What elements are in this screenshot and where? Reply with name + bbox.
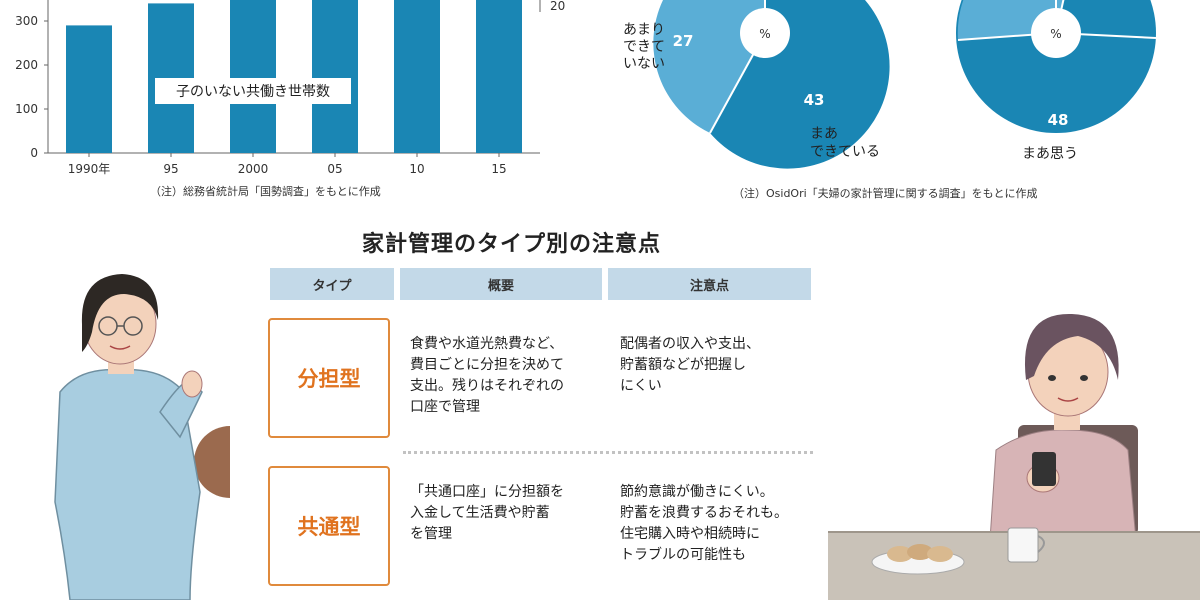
pie2-center-label: % xyxy=(1050,27,1061,41)
pie2-label-bottom: まあ思う xyxy=(1022,146,1078,162)
x-tick-label: 95 xyxy=(163,162,178,176)
pie1-value-43: 43 xyxy=(804,91,825,109)
row1-summary: 食費や水道光熱費など、 費目ごとに分担を決めて 支出。残りはそれぞれの 口座で管… xyxy=(410,336,564,415)
woman-phone-illustration xyxy=(828,313,1200,600)
y-tick-label: 0 xyxy=(30,146,38,160)
header-type: タイプ xyxy=(270,268,394,300)
bar-3 xyxy=(312,0,358,154)
series-label: 子のいない共働き世帯数 xyxy=(176,84,330,100)
pie1: % 27 43 xyxy=(653,0,890,169)
y-tick-label: 300 xyxy=(15,14,38,28)
bar-2 xyxy=(230,0,276,154)
bar-5 xyxy=(476,0,522,154)
x-tick-label: 1990年 xyxy=(68,162,111,176)
pie2-value-48: 48 xyxy=(1048,111,1069,129)
table-title: 家計管理のタイプ別の注意点 xyxy=(362,232,662,257)
pie2-center xyxy=(1031,8,1081,58)
pie-charts-svg: % 27 43 % 48 xyxy=(653,0,1157,169)
pie2: % 48 xyxy=(956,0,1157,133)
row-divider xyxy=(403,451,813,454)
bar-0 xyxy=(66,25,112,153)
pie1-label-bottom: まあ できている xyxy=(810,126,880,160)
bar-chart-svg: 0 100 200 300 1990年 95 2000 05 10 15 20 子のいない共働き世帯数 xyxy=(15,0,565,176)
bar-chart-note: （注）総務省統計局「国勢調査」をもとに作成 xyxy=(150,185,381,198)
header-caution: 注意点 xyxy=(608,268,811,300)
row2-summary: 「共通口座」に分担額を 入金して生活費や貯蓄 を管理 xyxy=(410,484,564,542)
x-tick-label: 05 xyxy=(327,162,342,176)
pie1-slice-27 xyxy=(653,0,765,133)
pie1-center-label: % xyxy=(759,27,770,41)
series-label-box xyxy=(155,78,351,104)
row1-caution: 配偶者の収入や支出、 貯蓄額などが把握し にくい xyxy=(620,336,760,394)
y-tick-label: 200 xyxy=(15,58,38,72)
pie1-slice-43 xyxy=(710,0,890,169)
type-box-common: 共通型 xyxy=(268,466,390,586)
pie1-center xyxy=(740,8,790,58)
bar-chart: 0 100 200 300 1990年 95 2000 05 10 15 20 子のいない共働き世帯数 xyxy=(0,0,580,200)
pie1-label-left: あまり できて いない xyxy=(623,22,665,72)
y-tick-label: 100 xyxy=(15,102,38,116)
bar-4 xyxy=(394,0,440,154)
row2-caution: 節約意識が働きにくい。 貯蓄を浪費するおそれも。 住宅購入時や相続時に トラブル… xyxy=(620,484,788,563)
woman-pointing-illustration xyxy=(54,274,230,600)
pie1-value-27: 27 xyxy=(673,32,694,50)
x-tick-label: 2000 xyxy=(238,162,269,176)
type-box-shared: 分担型 xyxy=(268,318,390,438)
x-tick-label: 10 xyxy=(409,162,424,176)
pie-charts: % 27 43 % 48 xyxy=(580,0,1200,200)
right-axis-label: 20 xyxy=(550,0,565,13)
header-summary: 概要 xyxy=(400,268,602,300)
pie-note: （注）OsidOri「夫婦の家計管理に関する調査」をもとに作成 xyxy=(733,187,1038,200)
x-tick-label: 15 xyxy=(491,162,506,176)
